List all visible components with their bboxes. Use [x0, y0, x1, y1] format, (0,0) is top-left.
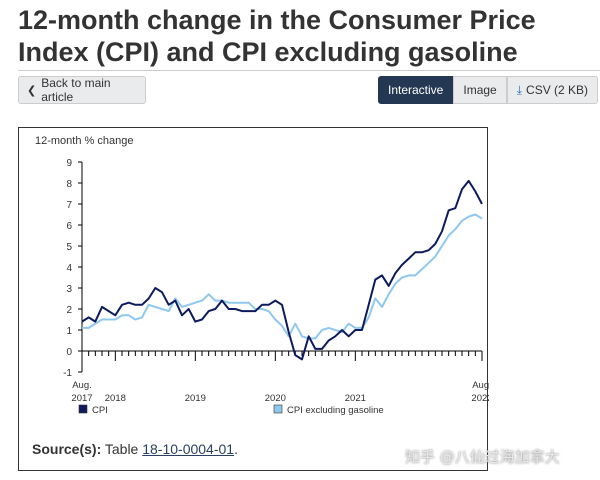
y-tick-label: 6: [66, 221, 72, 232]
y-tick-label: 4: [66, 263, 72, 274]
y-tick-label: 9: [66, 158, 72, 169]
tab-image-label: Image: [463, 83, 497, 97]
watermark: 知乎 @八仙过海加拿大: [405, 448, 560, 466]
cpi-line-chart: 12-month % change -1 0 1 2 3 4 5 6 7 8 9 Aug. 2017 2…: [35, 135, 489, 416]
y-tick-label: 1: [66, 326, 72, 337]
chevron-left-icon: ❮: [27, 84, 37, 97]
tab-interactive[interactable]: Interactive: [378, 76, 454, 104]
x-tick-label: 2018: [105, 393, 126, 404]
tab-image[interactable]: Image: [453, 76, 507, 104]
legend-swatch-cpi: [78, 404, 88, 414]
y-tick-label: 7: [66, 200, 72, 211]
title-divider: [18, 70, 600, 71]
x-tick-label: 2021: [345, 393, 366, 404]
download-icon: ⤓: [516, 82, 523, 97]
y-tick-label: 2: [66, 305, 72, 316]
source-label: Source(s):: [32, 441, 102, 457]
y-tick-label: 3: [66, 284, 72, 295]
y-tick-label: -1: [63, 368, 72, 379]
x-tick-label: 2019: [185, 393, 206, 404]
x-tick-label: 2020: [265, 393, 286, 404]
y-tick-label: 8: [66, 179, 72, 190]
source-suffix: .: [234, 441, 238, 457]
tab-interactive-label: Interactive: [388, 83, 444, 97]
back-to-main-article-button[interactable]: ❮ Back to main article: [18, 76, 146, 104]
view-tabs: Interactive Image ⤓ CSV (2 KB): [378, 76, 599, 104]
back-button-label: Back to main article: [41, 76, 111, 104]
tab-csv-download[interactable]: ⤓ CSV (2 KB): [506, 76, 599, 104]
y-tick-label: 5: [66, 242, 72, 253]
source-table-link[interactable]: 18-10-0004-01: [142, 441, 235, 457]
x-tick-label: Aug. 2017: [71, 380, 92, 404]
y-tick-label: 0: [66, 347, 72, 358]
series-line-cpi-excluding-gasoline: [82, 213, 483, 340]
series-line-cpi: [81, 179, 483, 361]
y-axis-label: 12-month % change: [35, 135, 133, 147]
legend-swatch-cpi-excluding-gasoline: [273, 404, 283, 414]
page-title: 12-month change in the Consumer Price In…: [18, 5, 536, 67]
chart-panel: 12-month % change -1 0 1 2 3 4 5 6 7 8 9 Aug. 2017 2…: [18, 127, 489, 471]
x-tick-label: Aug.2022: [471, 380, 489, 404]
source-note: Source(s): Table 18-10-0004-01.: [32, 441, 238, 457]
legend-label-cpi: CPI: [92, 405, 108, 416]
legend-label-cpi-excluding-gasoline: CPI excluding gasoline: [287, 405, 384, 416]
tab-csv-label: CSV (2 KB): [526, 83, 589, 97]
source-prefix: Table: [104, 441, 139, 457]
